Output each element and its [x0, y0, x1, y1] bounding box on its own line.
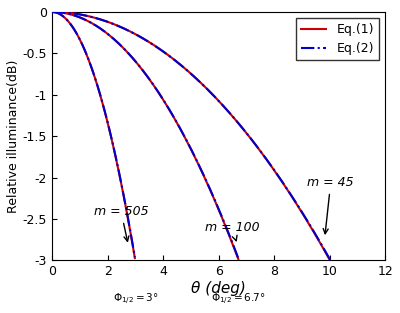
X-axis label: θ (deg): θ (deg): [191, 281, 246, 296]
Text: $\Phi_{1/2}=6.7°$: $\Phi_{1/2}=6.7°$: [211, 292, 266, 307]
Text: $\Phi_{1/2}=3°$: $\Phi_{1/2}=3°$: [112, 292, 158, 307]
Text: m = 100: m = 100: [205, 221, 259, 241]
Legend: Eq.(1), Eq.(2): Eq.(1), Eq.(2): [296, 18, 379, 60]
Y-axis label: Relative illuminance(dB): Relative illuminance(dB): [7, 59, 20, 213]
Text: m = 505: m = 505: [94, 205, 148, 241]
Text: m = 45: m = 45: [308, 176, 354, 234]
